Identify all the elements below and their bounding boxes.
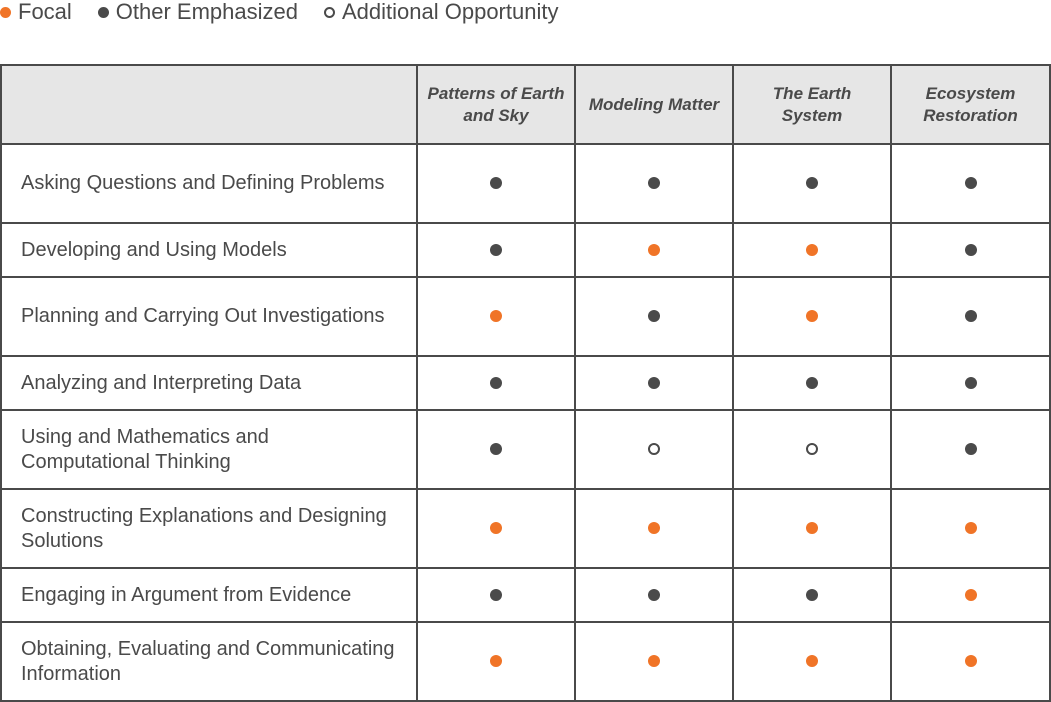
other-dot-icon bbox=[806, 177, 818, 190]
additional-dot-icon bbox=[648, 443, 660, 456]
mark-cell bbox=[416, 143, 576, 224]
table-row: Using and Mathematics and Computational … bbox=[0, 409, 1051, 490]
mark-cell bbox=[732, 409, 892, 490]
row-label: Planning and Carrying Out Investigations bbox=[0, 276, 418, 357]
legend-item-focal: Focal bbox=[0, 0, 72, 24]
other-dot-icon bbox=[490, 177, 502, 190]
mark-cell bbox=[732, 621, 892, 702]
mark-cell bbox=[574, 409, 734, 490]
column-header-the-earth-system: The Earth System bbox=[732, 64, 892, 145]
other-dot-icon bbox=[964, 310, 977, 323]
other-dot-icon bbox=[648, 588, 660, 601]
other-emphasized-dot-icon bbox=[97, 6, 109, 18]
additional-dot-icon bbox=[806, 443, 818, 456]
mark-cell bbox=[890, 567, 1051, 623]
table-row: Engaging in Argument from Evidence bbox=[0, 567, 1051, 623]
table-row: Asking Questions and Defining Problems bbox=[0, 143, 1051, 224]
mark-cell bbox=[890, 355, 1051, 411]
mark-cell bbox=[890, 488, 1051, 569]
focal-dot-icon bbox=[490, 522, 502, 535]
focal-dot-icon bbox=[806, 243, 818, 256]
mark-cell bbox=[732, 355, 892, 411]
mark-cell bbox=[574, 143, 734, 224]
row-label: Analyzing and Interpreting Data bbox=[0, 355, 418, 411]
mark-cell bbox=[416, 621, 576, 702]
table-row: Obtaining, Evaluating and Communicating … bbox=[0, 621, 1051, 702]
other-dot-icon bbox=[964, 376, 977, 389]
header-row: Patterns of Earth and Sky Modeling Matte… bbox=[0, 64, 1051, 145]
column-header-ecosystem-restoration: Ecosystem Restoration bbox=[890, 64, 1051, 145]
focal-dot-icon bbox=[806, 522, 818, 535]
mark-cell bbox=[416, 355, 576, 411]
table-row: Developing and Using Models bbox=[0, 222, 1051, 278]
other-dot-icon bbox=[964, 177, 977, 190]
additional-opportunity-circle-icon bbox=[324, 6, 335, 18]
legend-label-focal: Focal bbox=[18, 0, 72, 24]
mark-cell bbox=[732, 276, 892, 357]
mark-cell bbox=[574, 488, 734, 569]
mark-cell bbox=[574, 276, 734, 357]
row-label: Obtaining, Evaluating and Communicating … bbox=[0, 621, 418, 702]
row-label: Developing and Using Models bbox=[0, 222, 418, 278]
focal-dot-icon bbox=[648, 522, 660, 535]
other-dot-icon bbox=[648, 310, 660, 323]
legend: Focal Other Emphasized Additional Opport… bbox=[0, 0, 584, 24]
mark-cell bbox=[732, 567, 892, 623]
focal-dot-icon bbox=[648, 243, 660, 256]
legend-label-other-emphasized: Other Emphasized bbox=[115, 0, 298, 24]
mark-cell bbox=[416, 488, 576, 569]
mark-cell bbox=[732, 222, 892, 278]
legend-label-additional-opportunity: Additional Opportunity bbox=[342, 0, 559, 24]
other-dot-icon bbox=[964, 243, 977, 256]
other-dot-icon bbox=[648, 177, 660, 190]
table-row: Analyzing and Interpreting Data bbox=[0, 355, 1051, 411]
mark-cell bbox=[890, 143, 1051, 224]
other-dot-icon bbox=[490, 376, 502, 389]
row-label: Asking Questions and Defining Problems bbox=[0, 143, 418, 224]
mark-cell bbox=[890, 276, 1051, 357]
other-dot-icon bbox=[648, 376, 660, 389]
row-label: Using and Mathematics and Computational … bbox=[0, 409, 418, 490]
mark-cell bbox=[890, 409, 1051, 490]
table-row: Constructing Explanations and Designing … bbox=[0, 488, 1051, 569]
corner-header-cell bbox=[0, 64, 418, 145]
focal-dot-icon bbox=[964, 655, 977, 668]
mark-cell bbox=[574, 567, 734, 623]
focal-dot-icon bbox=[806, 655, 818, 668]
legend-item-other-emphasized: Other Emphasized bbox=[97, 0, 298, 24]
focal-dot-icon bbox=[490, 310, 502, 323]
other-dot-icon bbox=[806, 588, 818, 601]
row-label: Engaging in Argument from Evidence bbox=[0, 567, 418, 623]
mark-cell bbox=[416, 276, 576, 357]
focal-dot-icon bbox=[964, 588, 977, 601]
mark-cell bbox=[890, 222, 1051, 278]
mark-cell bbox=[732, 488, 892, 569]
mark-cell bbox=[574, 355, 734, 411]
table-row: Planning and Carrying Out Investigations bbox=[0, 276, 1051, 357]
focal-dot-icon bbox=[964, 522, 977, 535]
practices-matrix-table: Patterns of Earth and Sky Modeling Matte… bbox=[0, 64, 1051, 702]
row-label: Constructing Explanations and Designing … bbox=[0, 488, 418, 569]
other-dot-icon bbox=[806, 376, 818, 389]
focal-dot-icon bbox=[806, 310, 818, 323]
other-dot-icon bbox=[490, 243, 502, 256]
column-header-patterns-of-earth-and-sky: Patterns of Earth and Sky bbox=[416, 64, 576, 145]
other-dot-icon bbox=[490, 588, 502, 601]
mark-cell bbox=[574, 621, 734, 702]
column-header-modeling-matter: Modeling Matter bbox=[574, 64, 734, 145]
mark-cell bbox=[574, 222, 734, 278]
mark-cell bbox=[416, 409, 576, 490]
other-dot-icon bbox=[490, 443, 502, 456]
mark-cell bbox=[732, 143, 892, 224]
mark-cell bbox=[416, 222, 576, 278]
focal-dot-icon bbox=[0, 6, 11, 18]
focal-dot-icon bbox=[648, 655, 660, 668]
mark-cell bbox=[890, 621, 1051, 702]
mark-cell bbox=[416, 567, 576, 623]
other-dot-icon bbox=[964, 443, 977, 456]
legend-item-additional-opportunity: Additional Opportunity bbox=[324, 0, 558, 24]
focal-dot-icon bbox=[490, 655, 502, 668]
